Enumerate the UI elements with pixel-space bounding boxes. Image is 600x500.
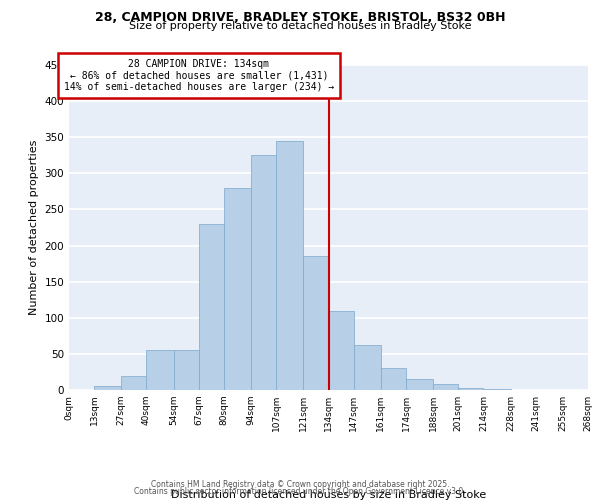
- Bar: [458, 388, 484, 390]
- Text: 28, CAMPION DRIVE, BRADLEY STOKE, BRISTOL, BS32 0BH: 28, CAMPION DRIVE, BRADLEY STOKE, BRISTO…: [95, 11, 505, 24]
- Bar: [94, 386, 121, 390]
- Text: Contains public sector information licensed under the Open Government Licence v3: Contains public sector information licen…: [134, 487, 466, 496]
- Text: 28 CAMPION DRIVE: 134sqm
← 86% of detached houses are smaller (1,431)
14% of sem: 28 CAMPION DRIVE: 134sqm ← 86% of detach…: [64, 59, 334, 92]
- X-axis label: Distribution of detached houses by size in Bradley Stoke: Distribution of detached houses by size …: [171, 490, 486, 500]
- Bar: [433, 384, 458, 390]
- Bar: [199, 224, 224, 390]
- Bar: [381, 368, 406, 390]
- Bar: [406, 379, 433, 390]
- Bar: [276, 141, 304, 390]
- Bar: [304, 256, 329, 390]
- Text: Contains HM Land Registry data © Crown copyright and database right 2025.: Contains HM Land Registry data © Crown c…: [151, 480, 449, 489]
- Bar: [329, 310, 353, 390]
- Bar: [173, 350, 199, 390]
- Bar: [224, 188, 251, 390]
- Bar: [121, 376, 146, 390]
- Text: Size of property relative to detached houses in Bradley Stoke: Size of property relative to detached ho…: [129, 21, 471, 31]
- Bar: [353, 344, 381, 390]
- Bar: [251, 156, 276, 390]
- Y-axis label: Number of detached properties: Number of detached properties: [29, 140, 39, 315]
- Bar: [146, 350, 173, 390]
